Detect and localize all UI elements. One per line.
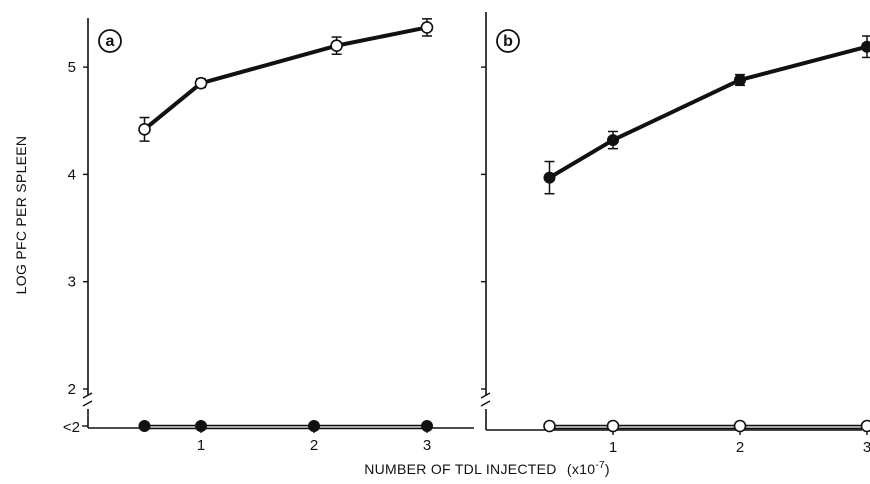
data-point-filled [543, 171, 556, 184]
x-tick-label: 2 [736, 439, 744, 456]
data-point-filled [138, 420, 151, 432]
y-tick-label: 3 [68, 274, 76, 291]
x-axis-title-main: NUMBER OF TDL INJECTED [364, 461, 557, 477]
panel-b: 1 2 3 b [480, 12, 870, 456]
x-tick-label: 3 [863, 439, 870, 456]
data-point-filled [734, 73, 746, 86]
panel-label-circle [98, 29, 122, 53]
data-point-filled [195, 420, 207, 432]
x-axis-title-close: ) [605, 461, 610, 477]
y-axis-break-mark [480, 392, 491, 407]
panel-label-letter: a [106, 33, 115, 50]
y-tick-label: 4 [68, 166, 76, 183]
x-tick-label: 1 [197, 437, 205, 454]
y-tick-label: 2 [68, 381, 76, 398]
data-point-open [606, 419, 620, 433]
panel-label-circle [496, 29, 520, 53]
data-point-open [860, 419, 870, 433]
x-axis-title-unit: (x10 [567, 461, 595, 477]
data-point-open [733, 419, 747, 433]
data-point-filled [308, 420, 320, 432]
x-tick-label: 2 [310, 437, 318, 454]
data-point-filled [607, 134, 619, 147]
y-tick-label: 5 [68, 59, 76, 76]
y-axis-title: LOG PFC PER SPLEEN [13, 136, 29, 295]
data-point-filled [861, 40, 870, 53]
panel-a: 2 3 4 5 <2 1 2 3 a [63, 18, 474, 454]
x-tick-label: 1 [609, 439, 617, 456]
data-point-open [543, 419, 556, 433]
x-axis-title: NUMBER OF TDL INJECTED (x10-7) [364, 460, 610, 477]
data-point-open [194, 76, 208, 90]
data-point-open [330, 39, 343, 52]
x-axis-title-exponent: -7 [595, 460, 605, 471]
x-tick-label: 3 [423, 437, 431, 454]
series-line [548, 44, 868, 180]
data-point-open [420, 21, 434, 34]
data-point-filled [421, 420, 433, 432]
y-tick-label-floor: <2 [63, 419, 80, 436]
series-line [143, 25, 428, 131]
panel-label-letter: b [503, 33, 513, 50]
data-point-open [138, 123, 151, 136]
panels: 2 3 4 5 <2 1 2 3 a 1 2 3 b [63, 12, 870, 456]
y-axis-break-mark [82, 392, 93, 407]
